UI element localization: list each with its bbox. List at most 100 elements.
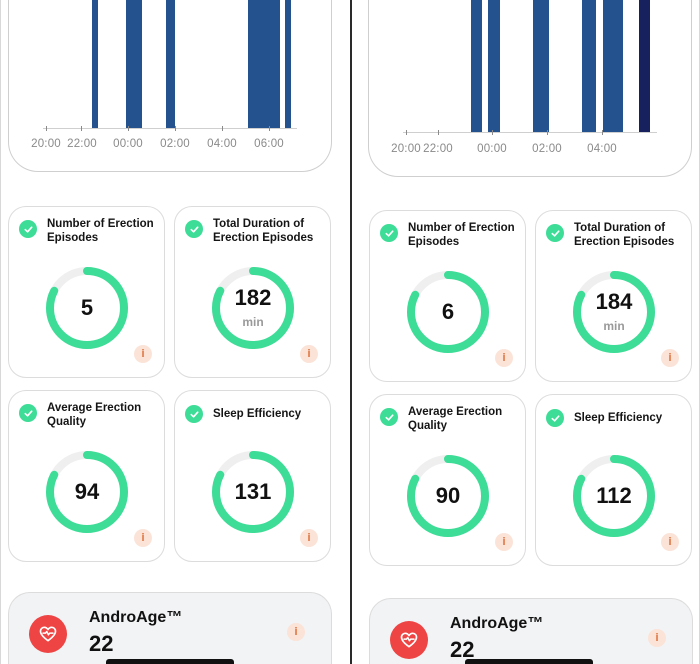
info-icon[interactable]: i	[495, 533, 513, 551]
x-tick-label: 04:00	[587, 143, 617, 155]
check-circle-icon	[185, 220, 203, 238]
check-circle-icon	[19, 220, 37, 238]
metric-card-average-quality[interactable]: Average Erection Quality 90 i	[369, 394, 526, 566]
check-circle-icon	[546, 224, 564, 242]
metric-card-total-duration[interactable]: Total Duration of Erection Episodes 182 …	[174, 206, 331, 378]
info-icon[interactable]: i	[661, 533, 679, 551]
androage-value: 22	[450, 637, 475, 662]
progress-ring: 184 min	[571, 269, 657, 355]
metric-value: 5	[80, 295, 94, 320]
x-tick	[222, 126, 223, 131]
progress-ring: 6	[405, 269, 491, 355]
chart-bar	[126, 0, 142, 128]
metric-title: Average Erection Quality	[408, 406, 503, 432]
androage-value: 22	[89, 631, 114, 656]
info-icon[interactable]: i	[134, 529, 152, 547]
x-tick	[46, 126, 47, 131]
progress-ring: 112	[571, 453, 657, 539]
metric-card-sleep-efficiency[interactable]: Sleep Efficiency 112 i	[535, 394, 692, 566]
metric-value: 90	[435, 483, 461, 508]
androage-title: AndroAge™	[89, 609, 183, 626]
chart-bar	[488, 0, 500, 132]
chart-bar	[166, 0, 175, 128]
x-tick-label: 02:00	[532, 143, 562, 155]
chart-bar	[92, 0, 98, 128]
x-tick	[269, 126, 270, 131]
x-axis	[43, 128, 297, 129]
x-tick	[438, 130, 439, 135]
info-icon[interactable]: i	[300, 529, 318, 547]
metric-card-episode-count[interactable]: Number of Erection Episodes 6 i	[369, 210, 526, 382]
progress-ring: 5	[44, 265, 130, 351]
metric-card-total-duration[interactable]: Total Duration of Erection Episodes 184 …	[535, 210, 692, 382]
metric-title: Sleep Efficiency	[574, 412, 663, 424]
info-icon[interactable]: i	[287, 623, 305, 641]
info-icon[interactable]: i	[300, 345, 318, 363]
x-tick-label: 22:00	[67, 138, 97, 150]
episodes-chart: 20:00 22:00 00:00 02:00 04:00	[369, 0, 691, 176]
x-tick-label: 00:00	[477, 143, 507, 155]
chart-bar	[471, 0, 482, 132]
metric-card-episode-count[interactable]: Number of Erection Episodes 5 i	[8, 206, 165, 378]
x-tick-label: 00:00	[113, 138, 143, 150]
androage-title: AndroAge™	[450, 615, 544, 632]
check-circle-icon	[380, 224, 398, 242]
check-circle-icon	[185, 405, 203, 423]
metric-unit: min	[242, 315, 264, 329]
panel-divider	[350, 0, 352, 664]
progress-ring: 182 min	[210, 265, 296, 351]
episodes-chart: 20:00 22:00 00:00 02:00 04:00 06:00	[9, 0, 331, 171]
check-circle-icon	[380, 408, 398, 426]
heart-pulse-icon	[29, 615, 67, 653]
androage-card[interactable]: AndroAge™ 22 i	[8, 592, 332, 664]
metric-value: 6	[441, 299, 455, 324]
metric-value: 112	[596, 483, 632, 508]
progress-ring: 131	[210, 449, 296, 535]
metric-value: 184	[595, 289, 633, 314]
x-tick	[492, 130, 493, 135]
metric-title: Total Duration of Erection Episodes	[574, 222, 675, 248]
metric-title: Sleep Efficiency	[213, 408, 302, 420]
right-screen: 20:00 22:00 00:00 02:00 04:00 Number of …	[352, 0, 700, 664]
androage-card[interactable]: AndroAge™ 22 i	[369, 598, 693, 664]
metric-title: Total Duration of Erection Episodes	[213, 218, 314, 244]
x-tick	[602, 130, 603, 135]
episodes-chart-card: 20:00 22:00 00:00 02:00 04:00 06:00	[8, 0, 332, 172]
x-tick-label: 20:00	[31, 138, 61, 150]
home-indicator[interactable]	[465, 659, 593, 664]
info-icon[interactable]: i	[648, 629, 666, 647]
info-icon[interactable]: i	[134, 345, 152, 363]
chart-bar	[582, 0, 596, 132]
check-circle-icon	[19, 404, 37, 422]
chart-bar	[533, 0, 549, 132]
info-icon[interactable]: i	[661, 349, 679, 367]
x-tick-label: 06:00	[254, 138, 284, 150]
episodes-chart-card: 20:00 22:00 00:00 02:00 04:00	[368, 0, 692, 177]
metric-card-average-quality[interactable]: Average Erection Quality 94 i	[8, 390, 165, 562]
home-indicator[interactable]	[106, 659, 234, 664]
chart-bar	[285, 0, 291, 128]
check-circle-icon	[546, 409, 564, 427]
metric-title: Number of Erection Episodes	[47, 218, 154, 244]
progress-ring: 94	[44, 449, 130, 535]
x-tick	[81, 126, 82, 131]
metric-card-sleep-efficiency[interactable]: Sleep Efficiency 131 i	[174, 390, 331, 562]
x-tick	[547, 130, 548, 135]
chart-bar	[248, 0, 280, 128]
chart-bar	[639, 0, 650, 132]
x-tick	[175, 126, 176, 131]
chart-bar	[603, 0, 623, 132]
x-axis	[403, 132, 657, 133]
metric-value: 182	[234, 285, 272, 310]
metric-title: Number of Erection Episodes	[408, 222, 515, 248]
x-tick	[128, 126, 129, 131]
progress-ring: 90	[405, 453, 491, 539]
heart-pulse-icon	[390, 621, 428, 659]
metric-title: Average Erection Quality	[47, 402, 142, 428]
metric-value: 94	[74, 479, 100, 504]
info-icon[interactable]: i	[495, 349, 513, 367]
metric-value: 131	[234, 479, 272, 504]
screen-edge	[0, 0, 1, 664]
x-tick	[406, 130, 407, 135]
metric-unit: min	[603, 319, 625, 333]
